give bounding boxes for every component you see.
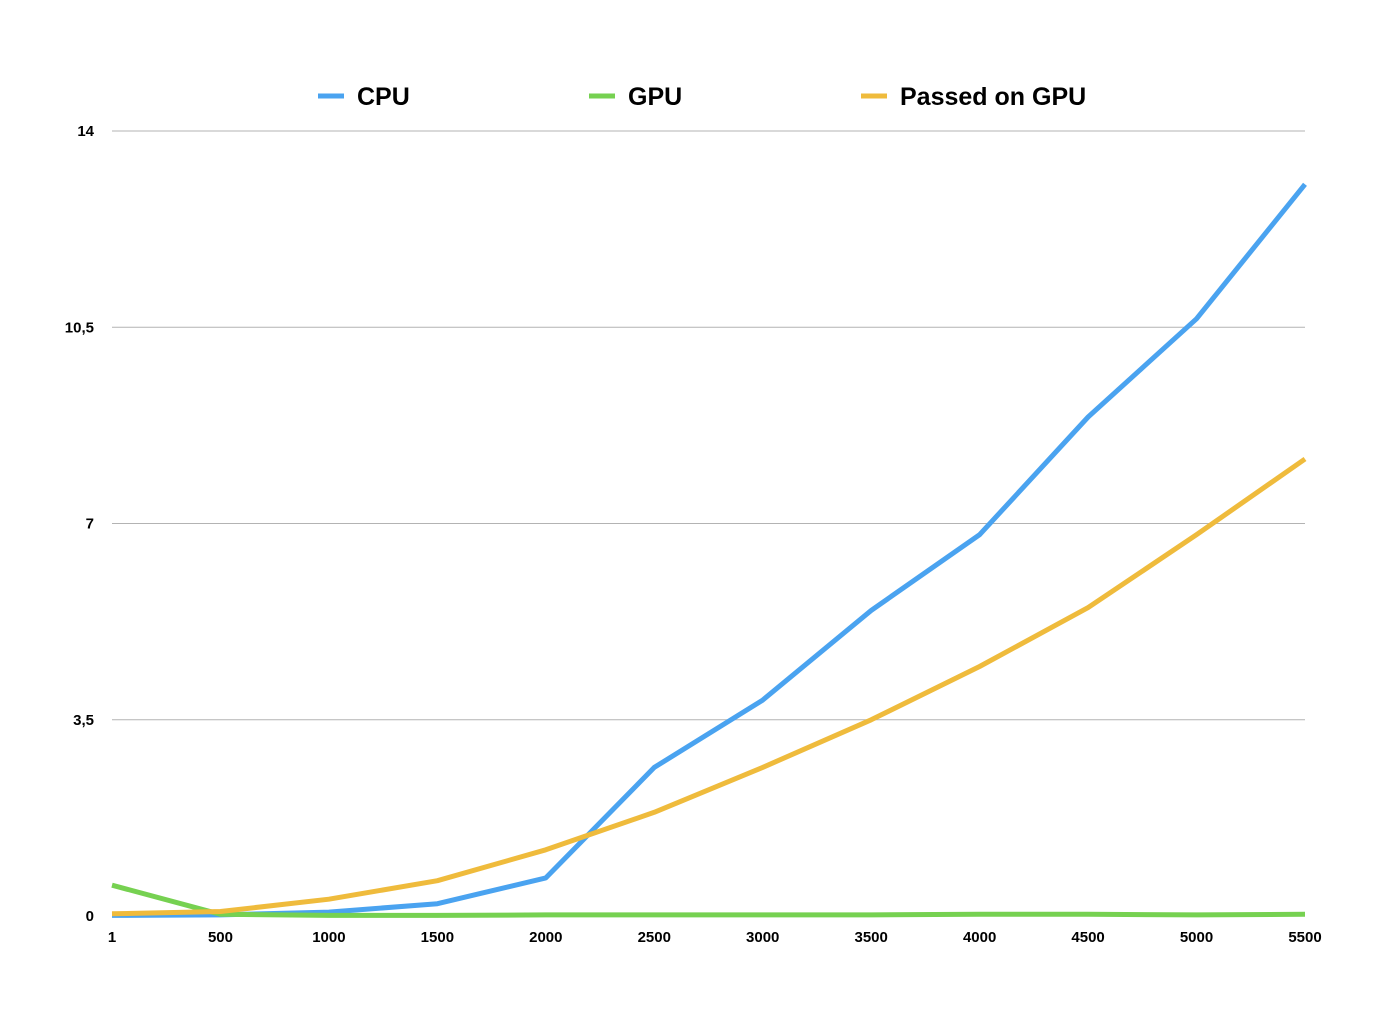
- y-tick-label: 10,5: [65, 319, 94, 336]
- series-lines: [111, 182, 1307, 918]
- legend-label-gpu: GPU: [628, 83, 682, 111]
- x-tick-label: 4500: [1071, 929, 1104, 946]
- y-tick-label: 3,5: [73, 712, 94, 729]
- y-tick-label: 7: [86, 516, 94, 533]
- x-tick-label: 5000: [1180, 929, 1213, 946]
- x-tick-label: 2000: [529, 929, 562, 946]
- x-tick-label: 500: [208, 929, 233, 946]
- legend-label-passed-on-gpu: Passed on GPU: [900, 83, 1086, 111]
- x-tick-label: 5500: [1288, 929, 1321, 946]
- legend-label-cpu: CPU: [357, 83, 410, 111]
- grid: [112, 130, 1305, 917]
- legend: CPU GPU Passed on GPU: [318, 83, 1086, 111]
- x-tick-label: 1000: [312, 929, 345, 946]
- x-tick-label: 1500: [421, 929, 454, 946]
- y-tick-label: 14: [77, 123, 94, 140]
- series-line-gpu: [111, 882, 1306, 918]
- x-tick-label: 3500: [854, 929, 887, 946]
- y-axis-ticks: 0 3,5 7 10,5 14: [65, 123, 95, 925]
- series-line-cpu: [111, 182, 1307, 918]
- x-tick-label: 1: [108, 929, 116, 946]
- x-tick-label: 2500: [638, 929, 671, 946]
- x-tick-label: 3000: [746, 929, 779, 946]
- series-line-passed-on-gpu: [111, 456, 1307, 917]
- x-axis-ticks: 1 500 1000 1500 2000 2500 3000 3500 4000 4500 5000…: [108, 929, 1322, 946]
- x-tick-label: 4000: [963, 929, 996, 946]
- y-tick-label: 0: [86, 908, 94, 925]
